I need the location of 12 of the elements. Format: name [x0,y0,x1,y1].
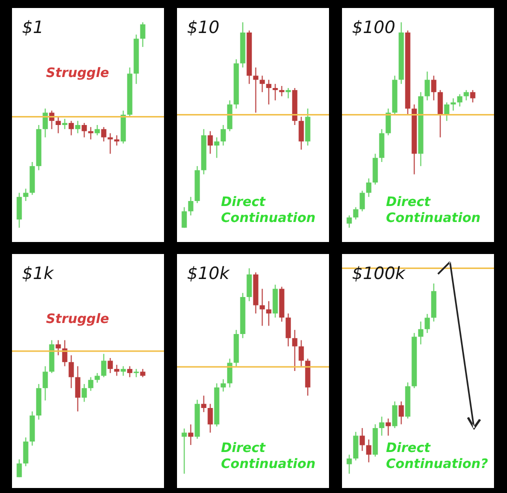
chart-title: $1 [22,18,44,38]
chart-title: $100k [352,264,406,284]
text: Struggle [46,312,110,327]
chart-title: $10k [187,264,230,284]
chart-title: $1k [22,264,55,284]
annotation: Direct Continuation [386,194,481,226]
annotation: Direct Continuation [221,194,316,226]
chart-title: $10 [187,18,220,38]
chart-title: $100 [352,18,396,38]
annotation: Struggle [46,66,110,81]
annotation: Direct Continuation? [386,440,489,472]
annotation: Direct Continuation [221,440,316,472]
